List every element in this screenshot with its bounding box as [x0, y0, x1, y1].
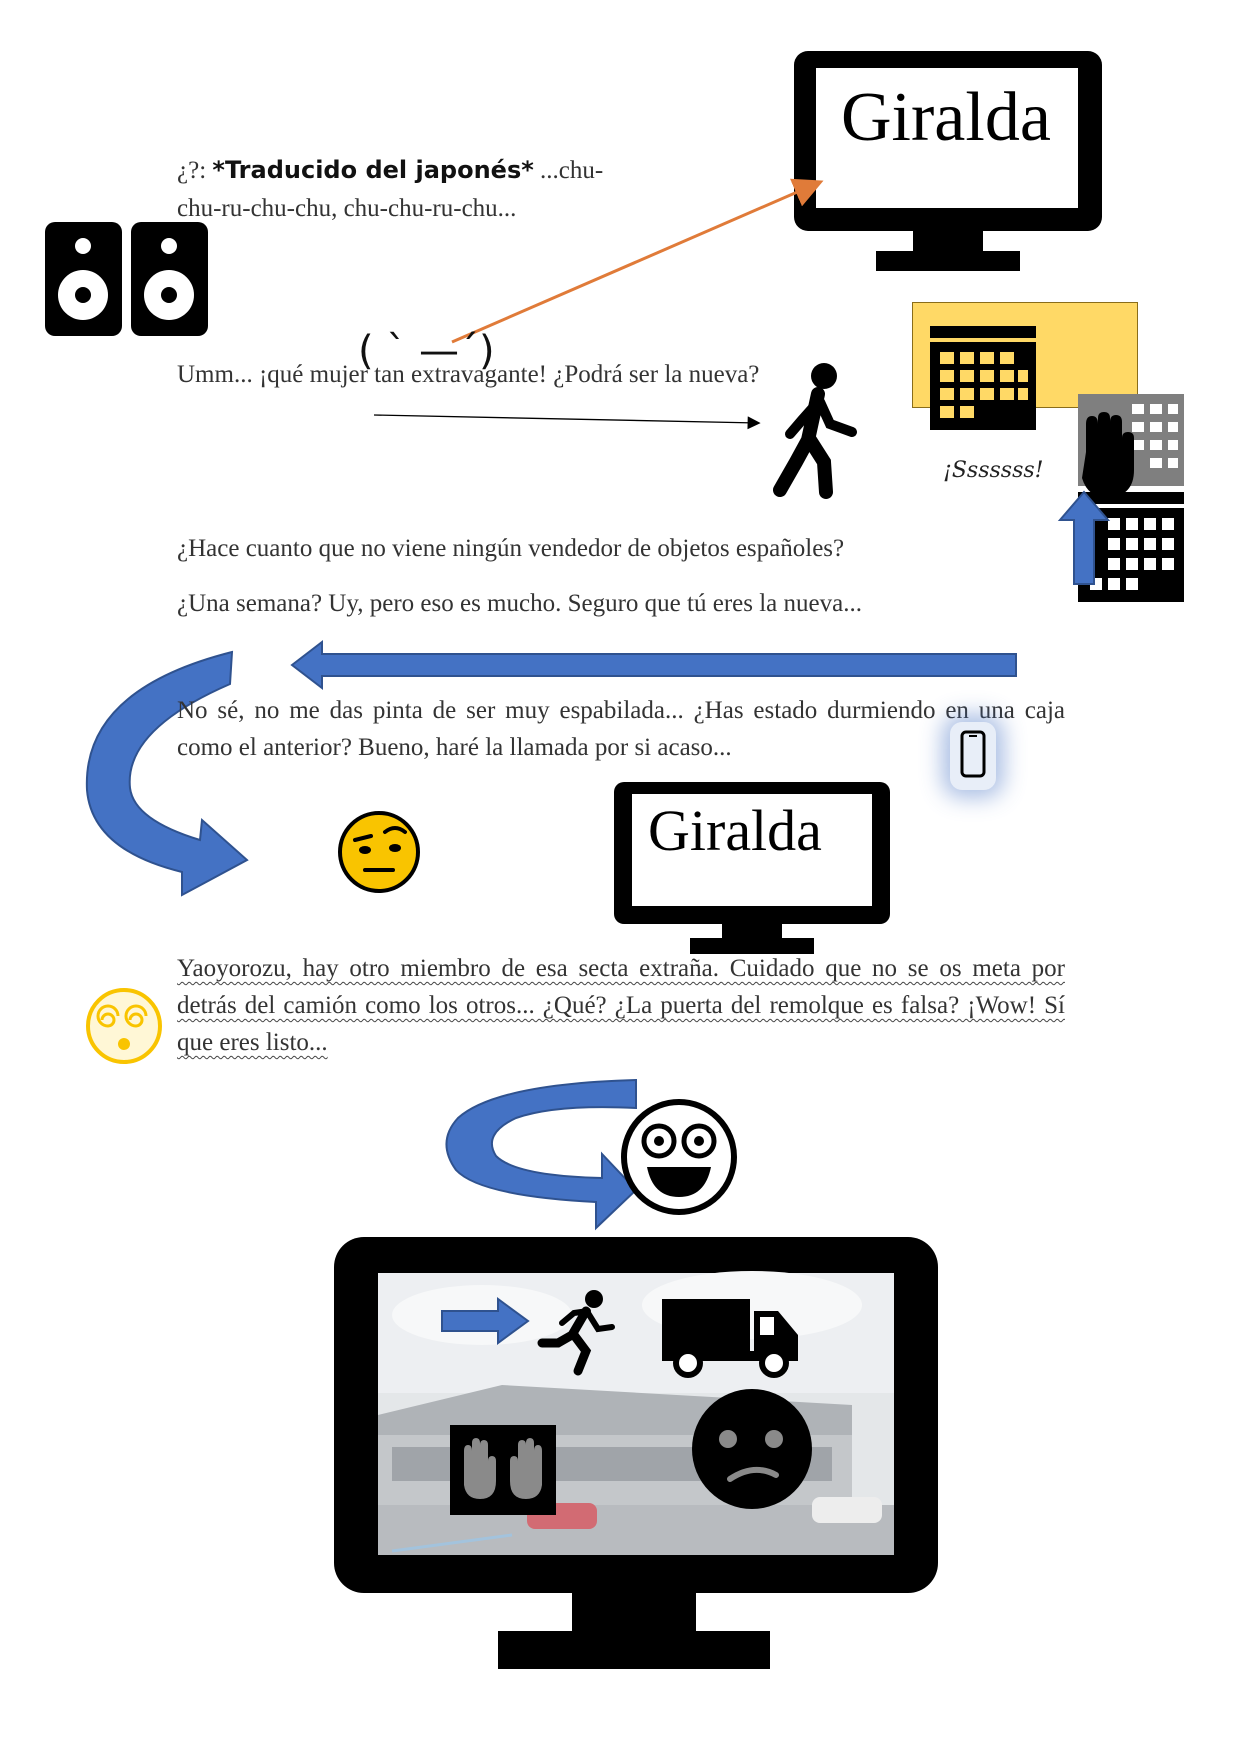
grinning-face-icon [619, 1097, 739, 1217]
intro-line-2: chu-ru-chu-chu, chu-chu-ru-chu... [177, 195, 517, 222]
line-yaoyorozu: Yaoyorozu, hay otro miembro de esa secta… [177, 955, 1065, 1056]
raised-eyebrow-emoji-icon [337, 810, 421, 894]
translation-note: *Traducido del japonés* [212, 156, 534, 184]
emoticon: ( ˋ —ˊ) [358, 328, 495, 374]
small-blue-arrow [441, 1297, 530, 1345]
line-hace: ¿Hace cuanto que no viene ningún vendedo… [177, 535, 845, 562]
intro-line-1: ¿?: *Traducido del japonés* ...chu- [177, 152, 637, 189]
line-semana: ¿Una semana? Uy, pero eso es mucho. Segu… [177, 590, 862, 617]
line-umm: Umm... ¡qué mujer tan extravagante! ¿Pod… [177, 361, 760, 388]
monitor-bottom [332, 1235, 940, 1671]
monitor-mid-icon [614, 782, 890, 954]
blue-up-arrow [1057, 490, 1111, 585]
confused-face-icon [692, 1389, 812, 1509]
dizzy-face-emoji-icon [84, 986, 164, 1066]
curved-arrow-left [82, 650, 252, 902]
speaker-icon [45, 222, 210, 337]
truck-icon [662, 1299, 798, 1378]
walking-person-icon [768, 362, 863, 499]
two-hands-box [450, 1425, 556, 1515]
monitor-bottom-icon [334, 1237, 938, 1669]
smartphone-icon [950, 722, 996, 790]
monitor-top-label: Giralda [841, 79, 1051, 156]
monitor-mid-label: Giralda [648, 798, 822, 863]
curved-arrow-bottom [436, 1078, 644, 1246]
monitor-mid: Giralda [612, 780, 892, 956]
raised-hand-icon [1078, 412, 1136, 500]
raised-hands-icon [464, 1438, 542, 1499]
intro-speaker: ¿?: [177, 157, 207, 184]
calendar-icon [930, 326, 1036, 430]
line-nose: No sé, no me das pinta de ser muy espabi… [177, 697, 1065, 761]
song-start: ...chu- [540, 157, 604, 184]
running-person-icon [537, 1290, 615, 1376]
sss-label: ¡Sssssss! [943, 458, 1044, 483]
monitor-top-icon [794, 51, 1102, 271]
monitor-top: Giralda [791, 48, 1105, 273]
left-arrow [290, 639, 1020, 691]
